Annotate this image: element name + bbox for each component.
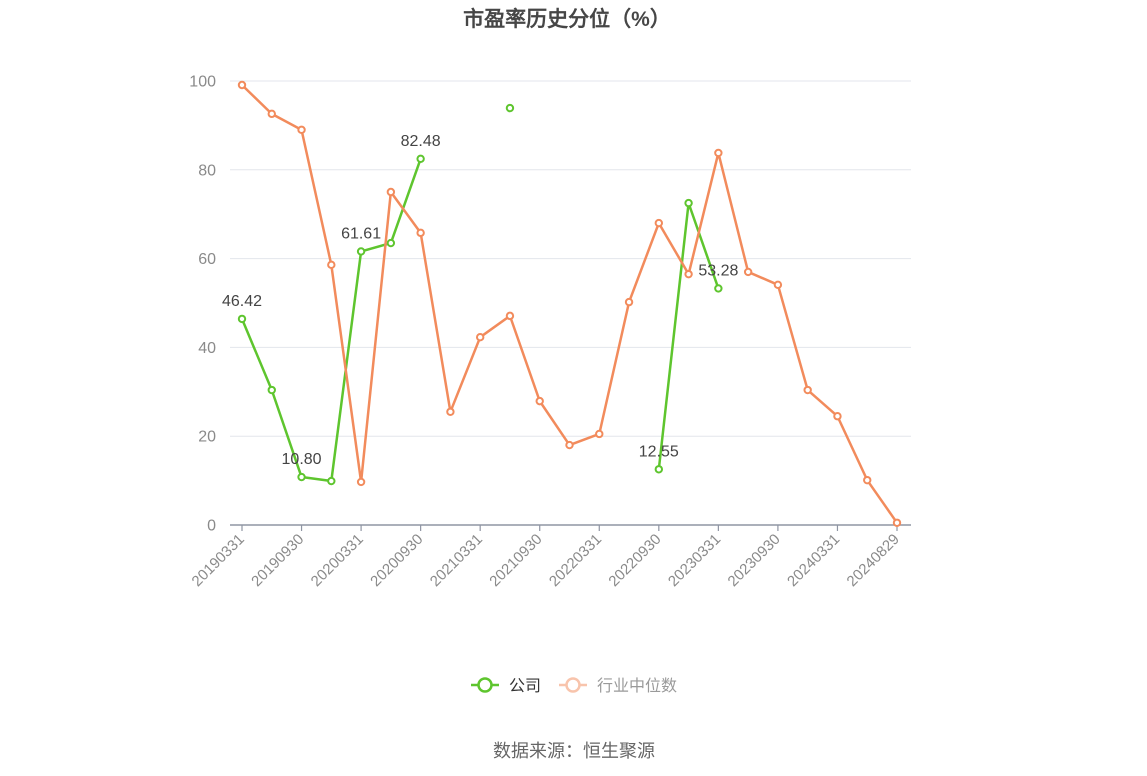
data-point	[267, 109, 276, 119]
data-point	[297, 125, 306, 135]
data-point	[327, 476, 336, 486]
data-point	[297, 472, 306, 482]
data-point	[833, 412, 842, 421]
x-tick-label: 20200331	[308, 531, 367, 590]
data-point	[475, 332, 485, 342]
series-layer	[237, 80, 902, 527]
series-company	[237, 103, 723, 486]
data-point	[237, 80, 247, 90]
y-tick-label: 20	[198, 429, 216, 446]
x-tick-label: 20220930	[605, 531, 664, 590]
data-label: 12.55	[639, 443, 679, 460]
data-point	[743, 267, 753, 277]
series-line	[657, 201, 720, 470]
legend-item-company[interactable]: 公司	[471, 677, 541, 695]
x-tick-label: 20240829	[844, 531, 903, 590]
grid-lines	[230, 80, 911, 437]
data-point	[863, 475, 872, 485]
chart-title: 市盈率历史分位（%）	[463, 7, 671, 31]
y-tick-label: 100	[189, 74, 216, 91]
data-point	[505, 103, 515, 113]
legend-company-label: 公司	[509, 678, 541, 695]
data-point	[803, 385, 812, 395]
data-point	[446, 407, 455, 416]
data-source: 数据来源：恒生聚源	[493, 741, 655, 761]
data-point	[386, 187, 396, 197]
data-point	[535, 396, 544, 406]
series-industry-median	[237, 80, 902, 527]
y-tick-label: 60	[198, 251, 216, 268]
data-labels: 46.42 10.80 61.61 82.48 12.55 53.28	[222, 133, 739, 468]
data-point	[654, 465, 664, 474]
data-point	[714, 148, 723, 158]
data-point	[327, 260, 336, 270]
legend-company-icon	[471, 677, 499, 693]
y-tick-label: 40	[198, 340, 216, 357]
x-tick-label: 20210331	[427, 531, 486, 590]
data-point	[237, 314, 247, 324]
x-tick-label: 20210930	[486, 531, 545, 590]
data-label: 82.48	[401, 133, 441, 150]
data-point	[416, 154, 425, 163]
x-tick-label: 20190930	[248, 531, 307, 590]
legend-industry-median-icon	[559, 677, 587, 693]
x-tick-label: 20230930	[725, 531, 784, 590]
data-label: 10.80	[282, 451, 322, 468]
x-tick-label: 20230331	[665, 531, 724, 590]
x-tick-label: 20200930	[367, 531, 426, 590]
data-label: 61.61	[341, 225, 381, 242]
legend: 公司 行业中位数	[471, 677, 677, 695]
data-point	[386, 238, 396, 248]
series-line	[240, 158, 422, 483]
legend-item-industry-median[interactable]: 行业中位数	[559, 677, 677, 695]
data-label: 53.28	[698, 262, 738, 279]
data-point	[356, 247, 366, 256]
data-point	[267, 385, 276, 395]
x-axis: 20190331 20190930 20200331 20200930 20210331…	[189, 524, 911, 590]
data-point	[654, 218, 664, 228]
x-tick-label: 20240331	[784, 531, 843, 590]
y-tick-label: 0	[207, 518, 216, 535]
data-point	[505, 311, 515, 321]
data-point	[714, 284, 723, 293]
data-point	[773, 280, 783, 289]
data-point	[356, 477, 366, 487]
data-label: 46.42	[222, 293, 262, 310]
series-line	[241, 84, 899, 524]
x-tick-label: 20190331	[189, 531, 248, 590]
data-point	[416, 228, 425, 238]
data-point	[684, 198, 693, 208]
y-tick-label: 80	[198, 162, 216, 179]
data-point	[892, 518, 902, 527]
data-point	[624, 297, 634, 307]
x-tick-label: 20220331	[546, 531, 605, 590]
data-point	[684, 269, 693, 279]
data-point	[565, 440, 574, 450]
y-axis: 0 20 40 60 80 100	[189, 74, 216, 535]
data-point	[595, 429, 604, 439]
legend-industry-median-label: 行业中位数	[597, 677, 677, 695]
